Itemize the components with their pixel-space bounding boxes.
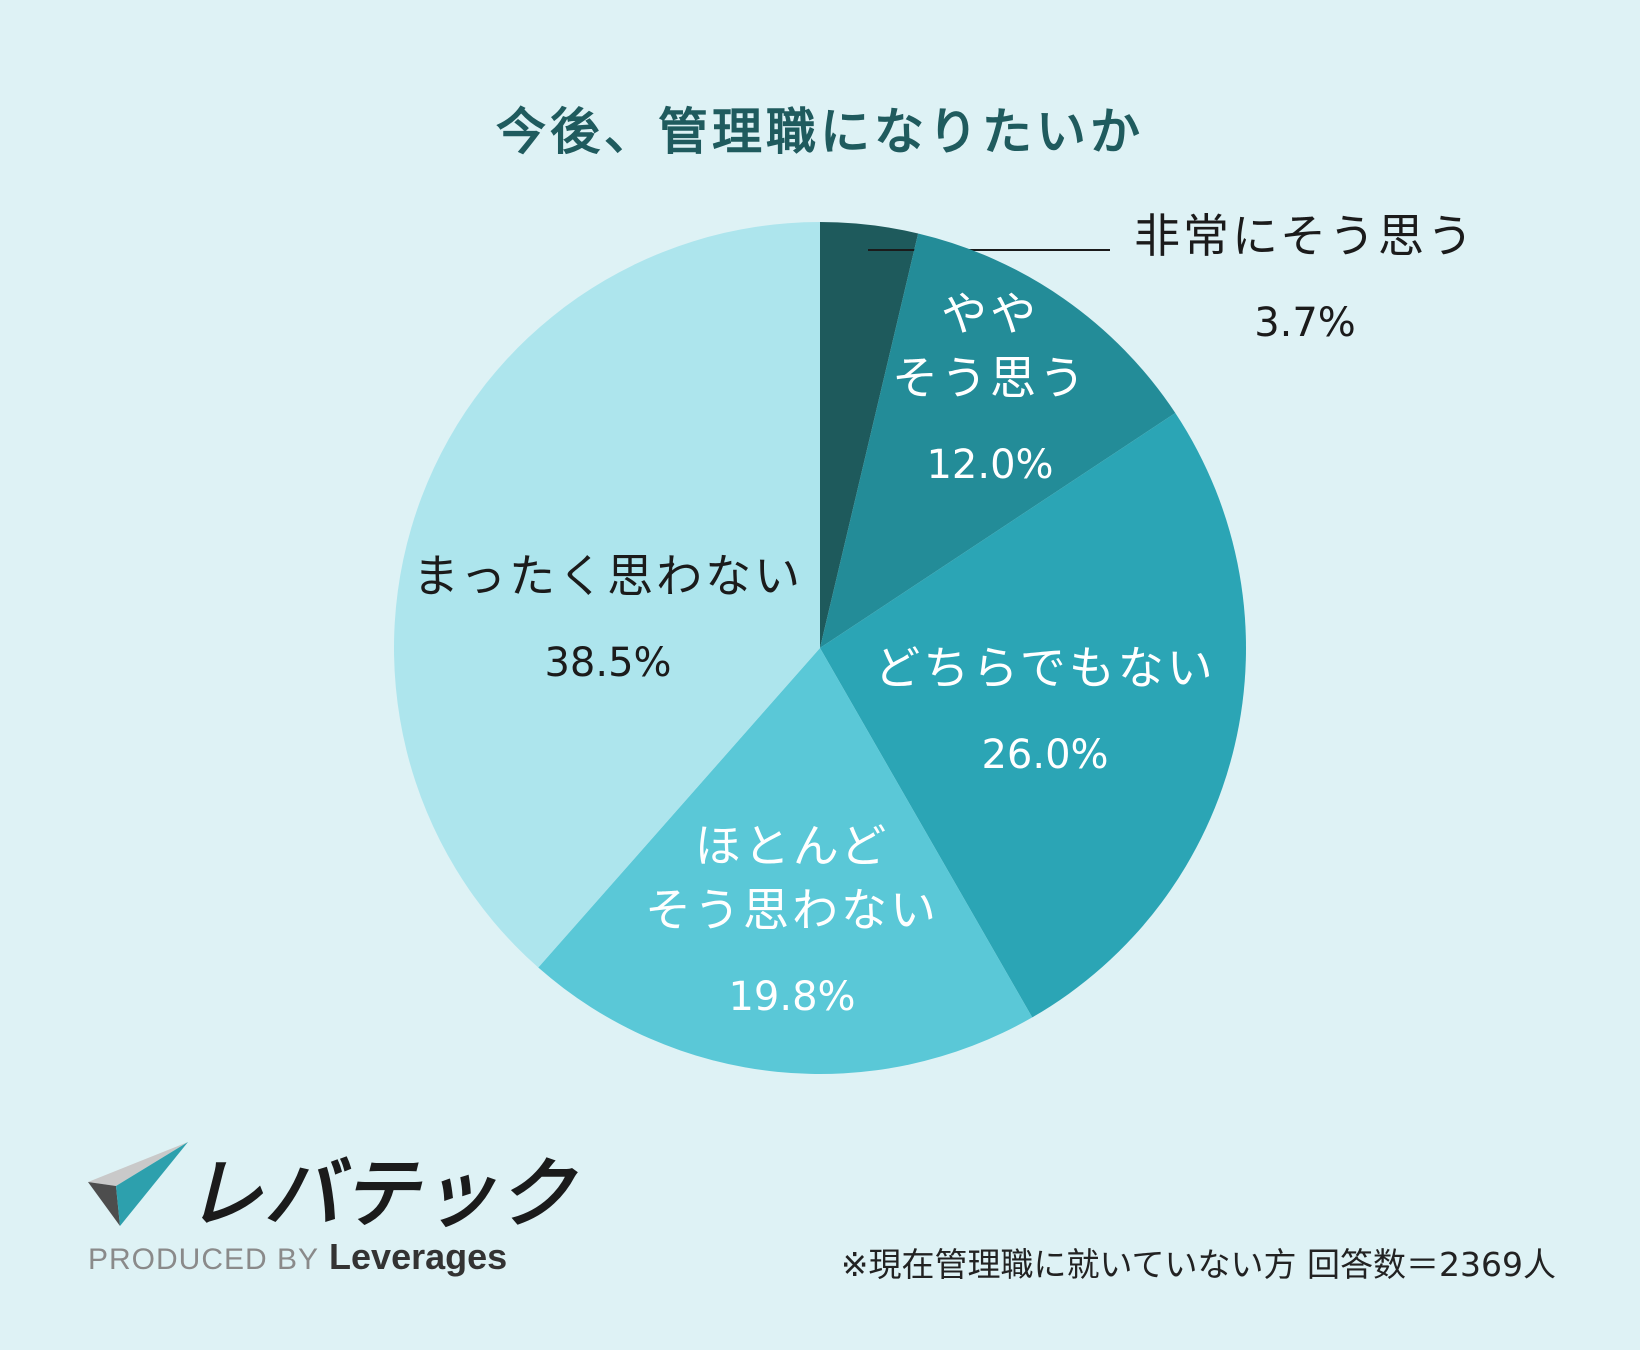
footnote: ※現在管理職に就いていない方 回答数＝2369人 (840, 1245, 1556, 1284)
slice-value-label: 12.0% (926, 442, 1053, 488)
levtech-logo: レバテック (88, 1140, 574, 1238)
produced-by-text: PRODUCED BY (88, 1243, 320, 1276)
slice-label: どちらでもない (874, 641, 1216, 695)
slice-label: やや (941, 287, 1039, 341)
slice-label: 非常にそう思う (1134, 209, 1476, 263)
produced-by-line: PRODUCED BY Leverages (88, 1236, 507, 1278)
slice-label: まったく思わない (413, 549, 803, 603)
slice-value-label: 3.7% (1254, 300, 1356, 346)
brand-name: Leverages (329, 1236, 508, 1277)
pie-slice-not-at-all (393, 222, 820, 968)
slice-value-label: 38.5% (544, 640, 671, 686)
slice-label: そう思わない (645, 883, 939, 937)
slice-value-label: 19.8% (728, 974, 855, 1020)
slice-label: そう思う (892, 351, 1088, 405)
pie-slice-very-much (820, 222, 919, 648)
pie-slice-hardly (538, 648, 1033, 1074)
logo-name-jp: レバテック (186, 1149, 576, 1238)
pie-slice-neutral (820, 412, 1246, 1018)
slice-value-label: 26.0% (981, 732, 1108, 778)
chart-title: 今後、管理職になりたいか (496, 103, 1144, 161)
slice-label: ほとんど (695, 819, 890, 873)
logo-mark-icon (88, 1142, 188, 1226)
pie-slice-somewhat (820, 233, 1176, 649)
